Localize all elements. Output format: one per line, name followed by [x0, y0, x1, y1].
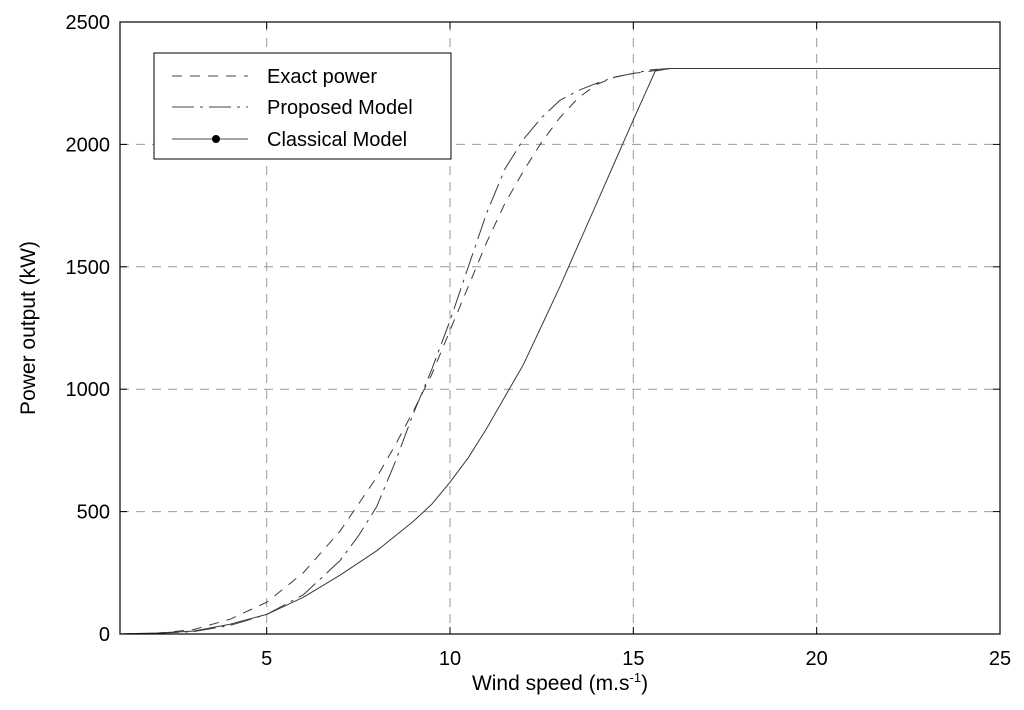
x-tick-label: 10 [439, 648, 461, 670]
legend: Exact power Proposed Model Classical Mod… [153, 52, 452, 160]
x-tick-label: 20 [806, 648, 828, 670]
y-tick-label: 0 [99, 624, 110, 646]
legend-label-exact-power: Exact power [267, 66, 377, 88]
y-tick-label: 2500 [66, 12, 111, 34]
y-tick-label: 2000 [66, 134, 111, 156]
legend-box [153, 52, 452, 160]
series-layer [119, 68, 1000, 635]
ticks [120, 21, 1001, 635]
y-axis-label: Power output (kW) [17, 241, 40, 415]
series-line-2 [119, 68, 1000, 635]
y-tick-label: 1000 [66, 379, 111, 401]
tick-labels: 5 10 15 20 25 0 500 1000 1500 2000 2500 [66, 12, 1012, 670]
legend-marker-classical-model [212, 135, 220, 143]
x-axis-label: Wind speed (m.s-1) [472, 670, 648, 695]
x-axis-label-close: ) [641, 672, 648, 695]
y-tick-label: 500 [77, 502, 110, 524]
plot-frame [119, 21, 1001, 635]
x-tick-label: 15 [622, 648, 644, 670]
x-tick-label: 25 [989, 648, 1011, 670]
series-line-3 [119, 68, 1000, 635]
y-tick-label: 1500 [66, 257, 111, 279]
legend-label-proposed-model: Proposed Model [267, 97, 413, 119]
x-tick-label: 5 [261, 648, 272, 670]
legend-label-classical-model: Classical Model [267, 129, 407, 151]
x-axis-label-superscript: -1 [630, 670, 642, 685]
x-axis-label-text: Wind speed (m.s [472, 672, 630, 695]
